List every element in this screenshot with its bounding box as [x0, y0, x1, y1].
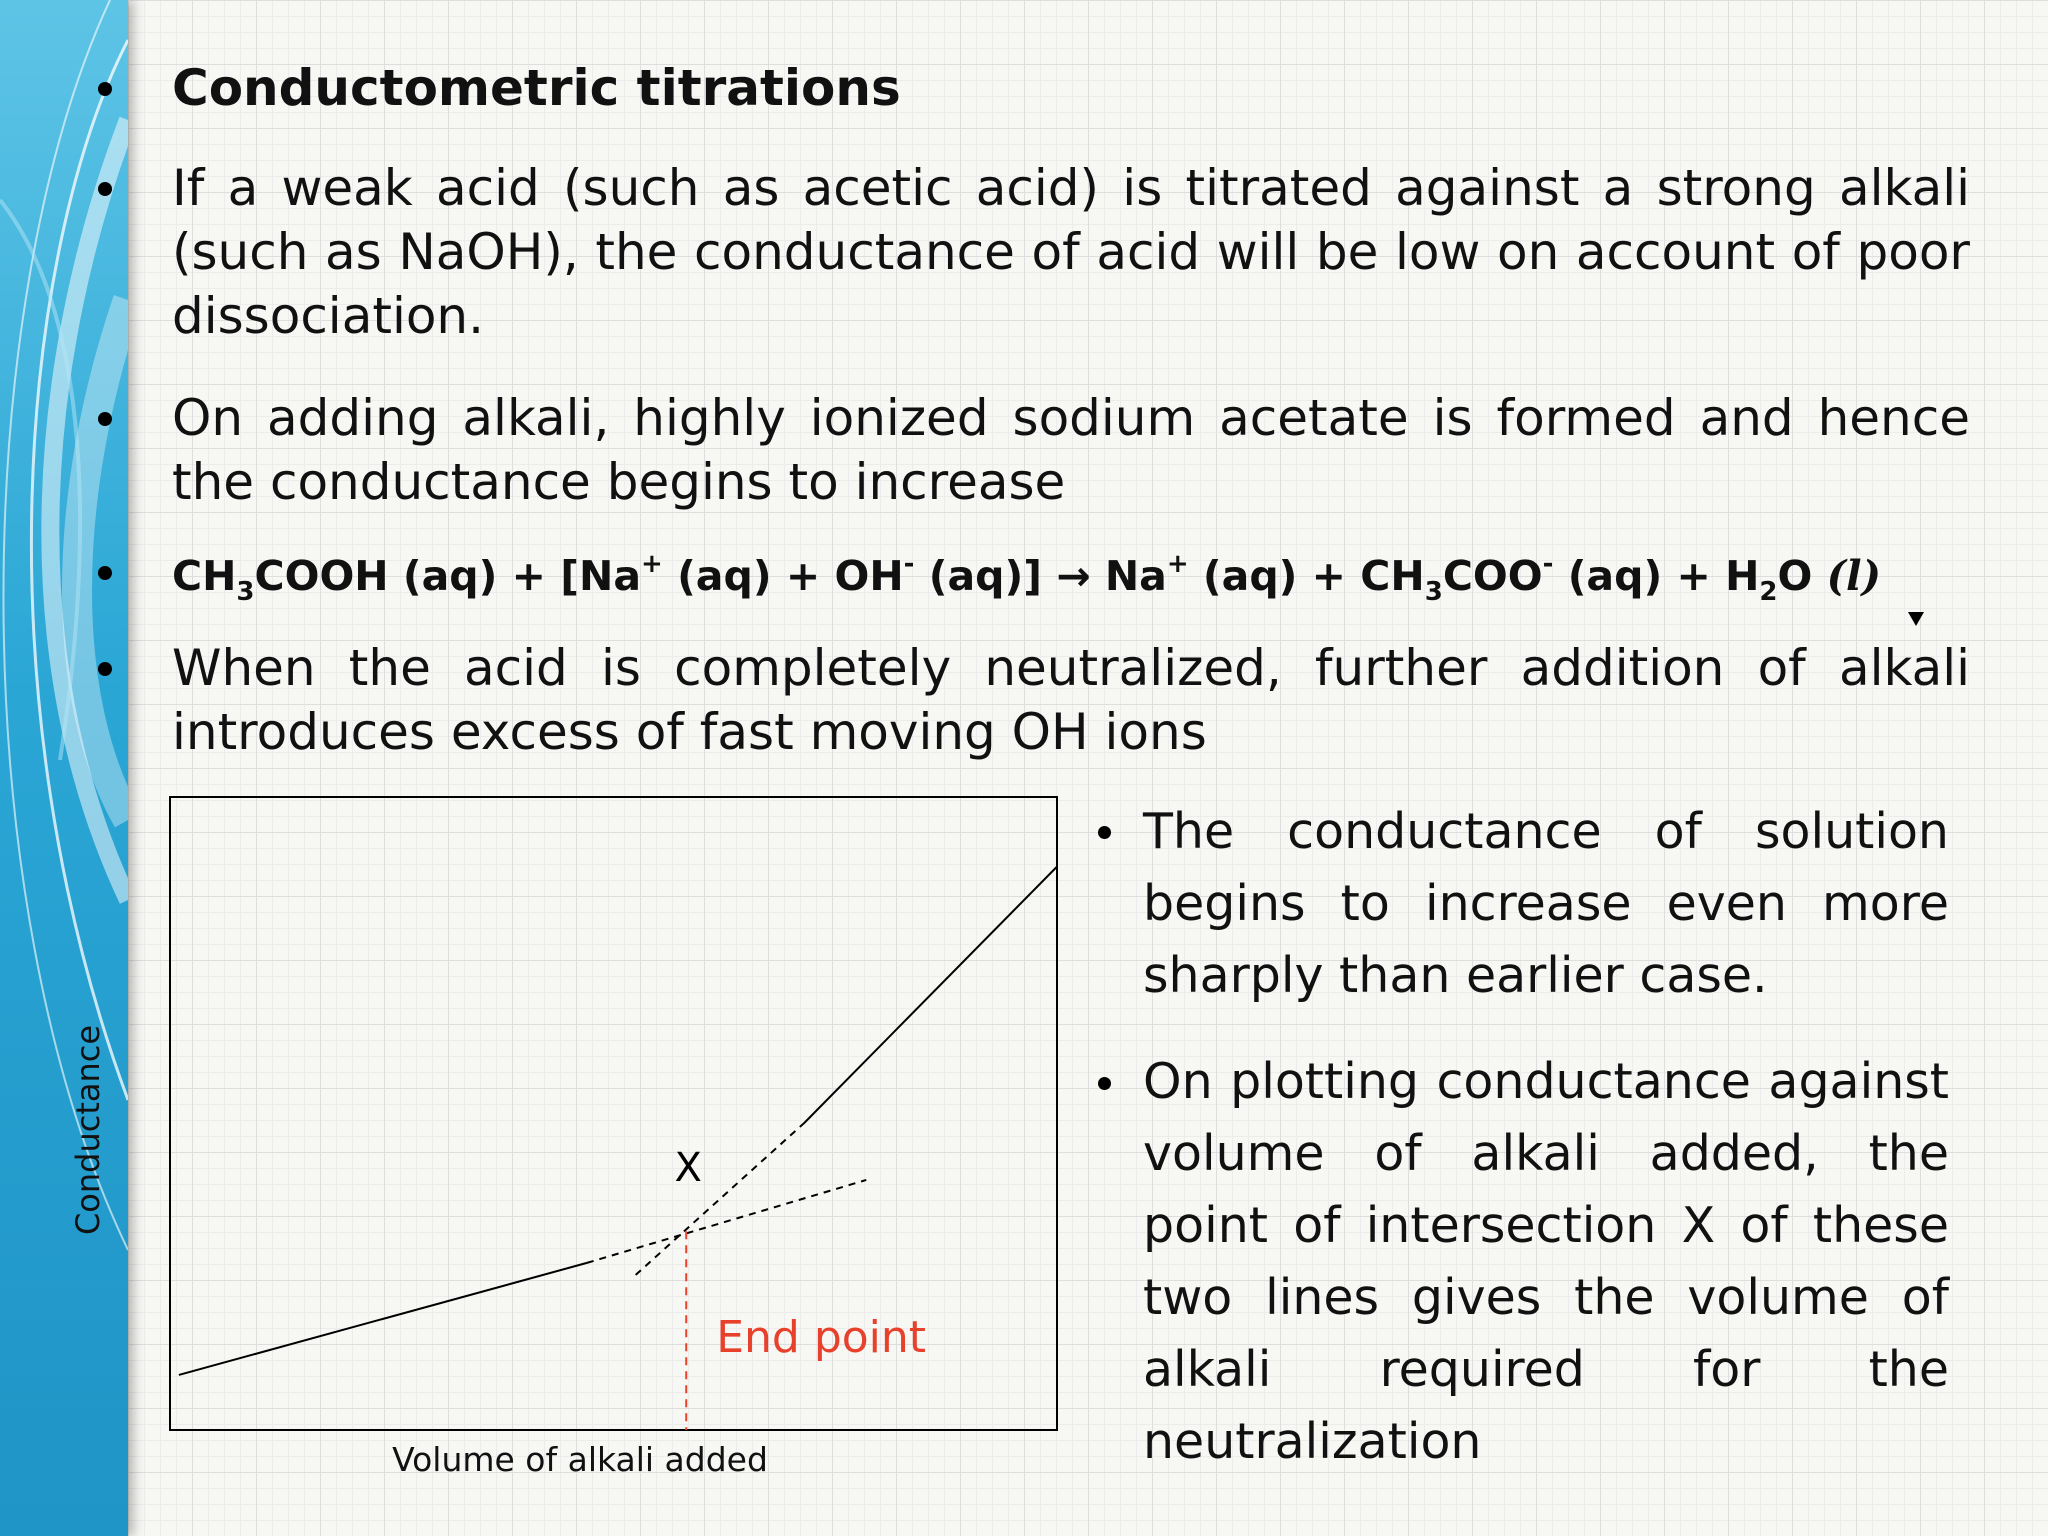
paragraph-conductance-sharply: The conductance of solution begins to in…	[1143, 803, 1949, 1004]
right-arrow-icon: →	[1056, 552, 1091, 600]
series-line-2	[803, 865, 1058, 1124]
paragraph-adding-alkali: On adding alkali, highly ionized sodium …	[172, 389, 1970, 511]
series-extension-2	[635, 1122, 805, 1276]
slide-heading: Conductometric titrations	[172, 59, 901, 117]
bullet-icon	[98, 82, 112, 96]
bullet-icon	[98, 566, 112, 580]
titration-chart: X End point	[169, 796, 1058, 1431]
end-point-label: End point	[716, 1312, 926, 1363]
decorative-sidebar	[0, 0, 128, 1536]
intersection-label: X	[675, 1145, 702, 1191]
series-line-1	[178, 1261, 588, 1376]
paragraph-neutralized: When the acid is completely neutralized,…	[172, 639, 1970, 761]
bullet-icon	[1098, 826, 1111, 839]
triangle-marker-icon	[1908, 612, 1924, 626]
chemical-equation: CH3COOH (aq) + [Na+ (aq) + OH- (aq)] → N…	[172, 549, 1882, 607]
series-extension-1	[586, 1179, 867, 1264]
bullet-icon	[98, 182, 112, 196]
chart-ylabel: Conductance	[69, 1024, 107, 1236]
paragraph-weak-acid: If a weak acid (such as acetic acid) is …	[172, 159, 1970, 345]
chart-frame	[169, 796, 1058, 1431]
paragraph-plotting: On plotting conductance against volume o…	[1143, 1053, 1949, 1470]
chart-xlabel: Volume of alkali added	[392, 1440, 768, 1479]
bullet-icon	[98, 412, 112, 426]
bullet-icon	[98, 662, 112, 676]
swirl-decoration	[0, 0, 128, 1251]
bullet-icon	[1098, 1077, 1111, 1090]
